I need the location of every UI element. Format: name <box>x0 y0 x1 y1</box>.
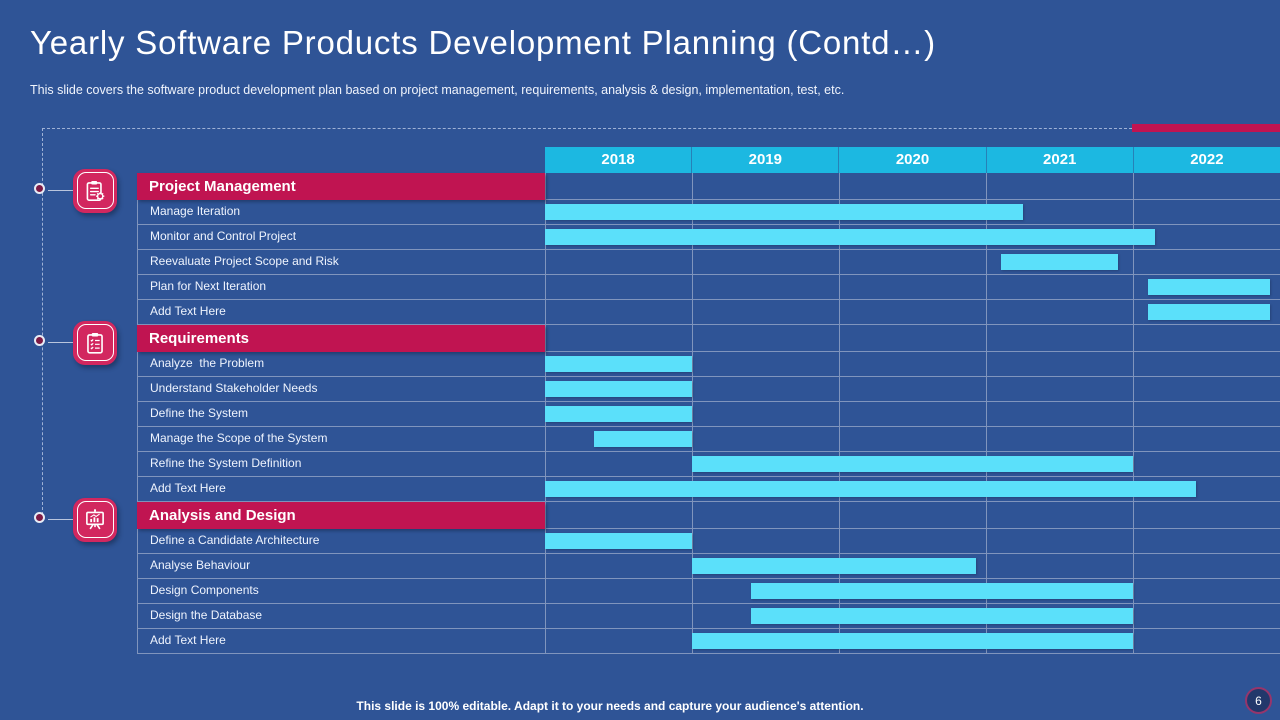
year-header-cell: 2021 <box>986 147 1134 173</box>
task-row: Analyze the Problem <box>137 352 1280 377</box>
gantt-row-grid <box>545 629 1280 654</box>
gantt-row-grid <box>545 477 1280 502</box>
gantt-row-grid <box>545 604 1280 629</box>
gantt-bar <box>1147 304 1270 320</box>
task-row: Design the Database <box>137 604 1280 629</box>
task-row: Manage Iteration <box>137 200 1280 225</box>
connector-node <box>34 335 45 346</box>
task-row: Reevaluate Project Scope and Risk <box>137 250 1280 275</box>
gantt-row-grid <box>545 225 1280 250</box>
slide-title: Yearly Software Products Development Pla… <box>30 24 936 61</box>
gantt-row-grid <box>545 402 1280 427</box>
clipboard-checklist-icon <box>73 320 117 365</box>
gantt-bar <box>692 633 1133 649</box>
gantt-bar <box>545 381 692 397</box>
task-row: Add Text Here <box>137 629 1280 654</box>
gantt-bar <box>545 229 1156 245</box>
decor-dashed-line-vertical <box>42 128 43 520</box>
slide-subtitle: This slide covers the software product d… <box>30 83 845 97</box>
gantt-row-grid <box>545 325 1280 352</box>
decor-dashed-line-horizontal <box>42 128 1132 129</box>
footer-note: This slide is 100% editable. Adapt it to… <box>356 699 864 713</box>
gantt-row-grid <box>545 275 1280 300</box>
task-label: Manage the Scope of the System <box>137 427 545 452</box>
task-row: Analyse Behaviour <box>137 554 1280 579</box>
task-row: Design Components <box>137 579 1280 604</box>
page-number-badge: 6 <box>1245 687 1272 714</box>
gantt-bar <box>692 456 1133 472</box>
gantt-bar <box>545 204 1023 220</box>
task-label: Monitor and Control Project <box>137 225 545 250</box>
gantt-bar <box>545 406 692 422</box>
gantt-row-grid <box>545 200 1280 225</box>
task-label: Plan for Next Iteration <box>137 275 545 300</box>
gantt-bar <box>750 583 1133 599</box>
task-label: Add Text Here <box>137 477 545 502</box>
task-label: Design Components <box>137 579 545 604</box>
gantt-row-grid <box>545 173 1280 200</box>
section-header-label: Project Management <box>137 173 545 200</box>
connector-node <box>34 512 45 523</box>
task-row: Refine the System Definition <box>137 452 1280 477</box>
task-label: Reevaluate Project Scope and Risk <box>137 250 545 275</box>
year-header-cell: 2020 <box>839 147 987 173</box>
connector-line <box>48 518 73 520</box>
section-row: Requirements <box>137 325 1280 352</box>
task-label: Manage Iteration <box>137 200 545 225</box>
task-row: Add Text Here <box>137 300 1280 325</box>
connector-line <box>48 341 73 343</box>
gantt-bar <box>545 533 692 549</box>
task-row: Define a Candidate Architecture <box>137 529 1280 554</box>
presentation-chart-icon <box>73 497 117 542</box>
gantt-bar <box>750 608 1133 624</box>
gantt-bar <box>545 481 1197 497</box>
task-label: Refine the System Definition <box>137 452 545 477</box>
year-header-cell: 2019 <box>692 147 840 173</box>
task-label: Understand Stakeholder Needs <box>137 377 545 402</box>
task-label: Design the Database <box>137 604 545 629</box>
connector-node <box>34 183 45 194</box>
gantt-row-grid <box>545 502 1280 529</box>
gantt-row-grid <box>545 579 1280 604</box>
accent-bar <box>1132 124 1280 132</box>
gantt-bar <box>1000 254 1119 270</box>
year-header-row: 2018 2019 2020 2021 2022 <box>545 147 1280 173</box>
task-label: Define a Candidate Architecture <box>137 529 545 554</box>
section-header-label: Requirements <box>137 325 545 352</box>
section-header-label: Analysis and Design <box>137 502 545 529</box>
gantt-row-grid <box>545 427 1280 452</box>
gantt-row-grid <box>545 529 1280 554</box>
task-label: Define the System <box>137 402 545 427</box>
gantt-bar <box>593 431 692 447</box>
gantt-bar <box>692 558 976 574</box>
gantt-table: 2018 2019 2020 2021 2022 Project Management M… <box>137 147 1280 654</box>
year-header-cell: 2018 <box>545 147 693 173</box>
section-row: Analysis and Design <box>137 502 1280 529</box>
gantt-bar <box>1147 279 1270 295</box>
gantt-row-grid <box>545 352 1280 377</box>
year-header-cell: 2022 <box>1133 147 1280 173</box>
task-label: Add Text Here <box>137 629 545 654</box>
section-row: Project Management <box>137 173 1280 200</box>
task-row: Add Text Here <box>137 477 1280 502</box>
task-label: Analyze the Problem <box>137 352 545 377</box>
task-row: Understand Stakeholder Needs <box>137 377 1280 402</box>
gantt-row-grid <box>545 452 1280 477</box>
gantt-bar <box>545 356 692 372</box>
task-row: Monitor and Control Project <box>137 225 1280 250</box>
clipboard-gear-icon <box>73 168 117 213</box>
task-row: Plan for Next Iteration <box>137 275 1280 300</box>
gantt-rows: Project Management Manage Iteration Monito… <box>137 173 1280 654</box>
task-row: Define the System <box>137 402 1280 427</box>
connector-line <box>48 189 73 191</box>
gantt-row-grid <box>545 300 1280 325</box>
task-label: Add Text Here <box>137 300 545 325</box>
task-label: Analyse Behaviour <box>137 554 545 579</box>
gantt-row-grid <box>545 554 1280 579</box>
gantt-row-grid <box>545 377 1280 402</box>
task-row: Manage the Scope of the System <box>137 427 1280 452</box>
gantt-row-grid <box>545 250 1280 275</box>
